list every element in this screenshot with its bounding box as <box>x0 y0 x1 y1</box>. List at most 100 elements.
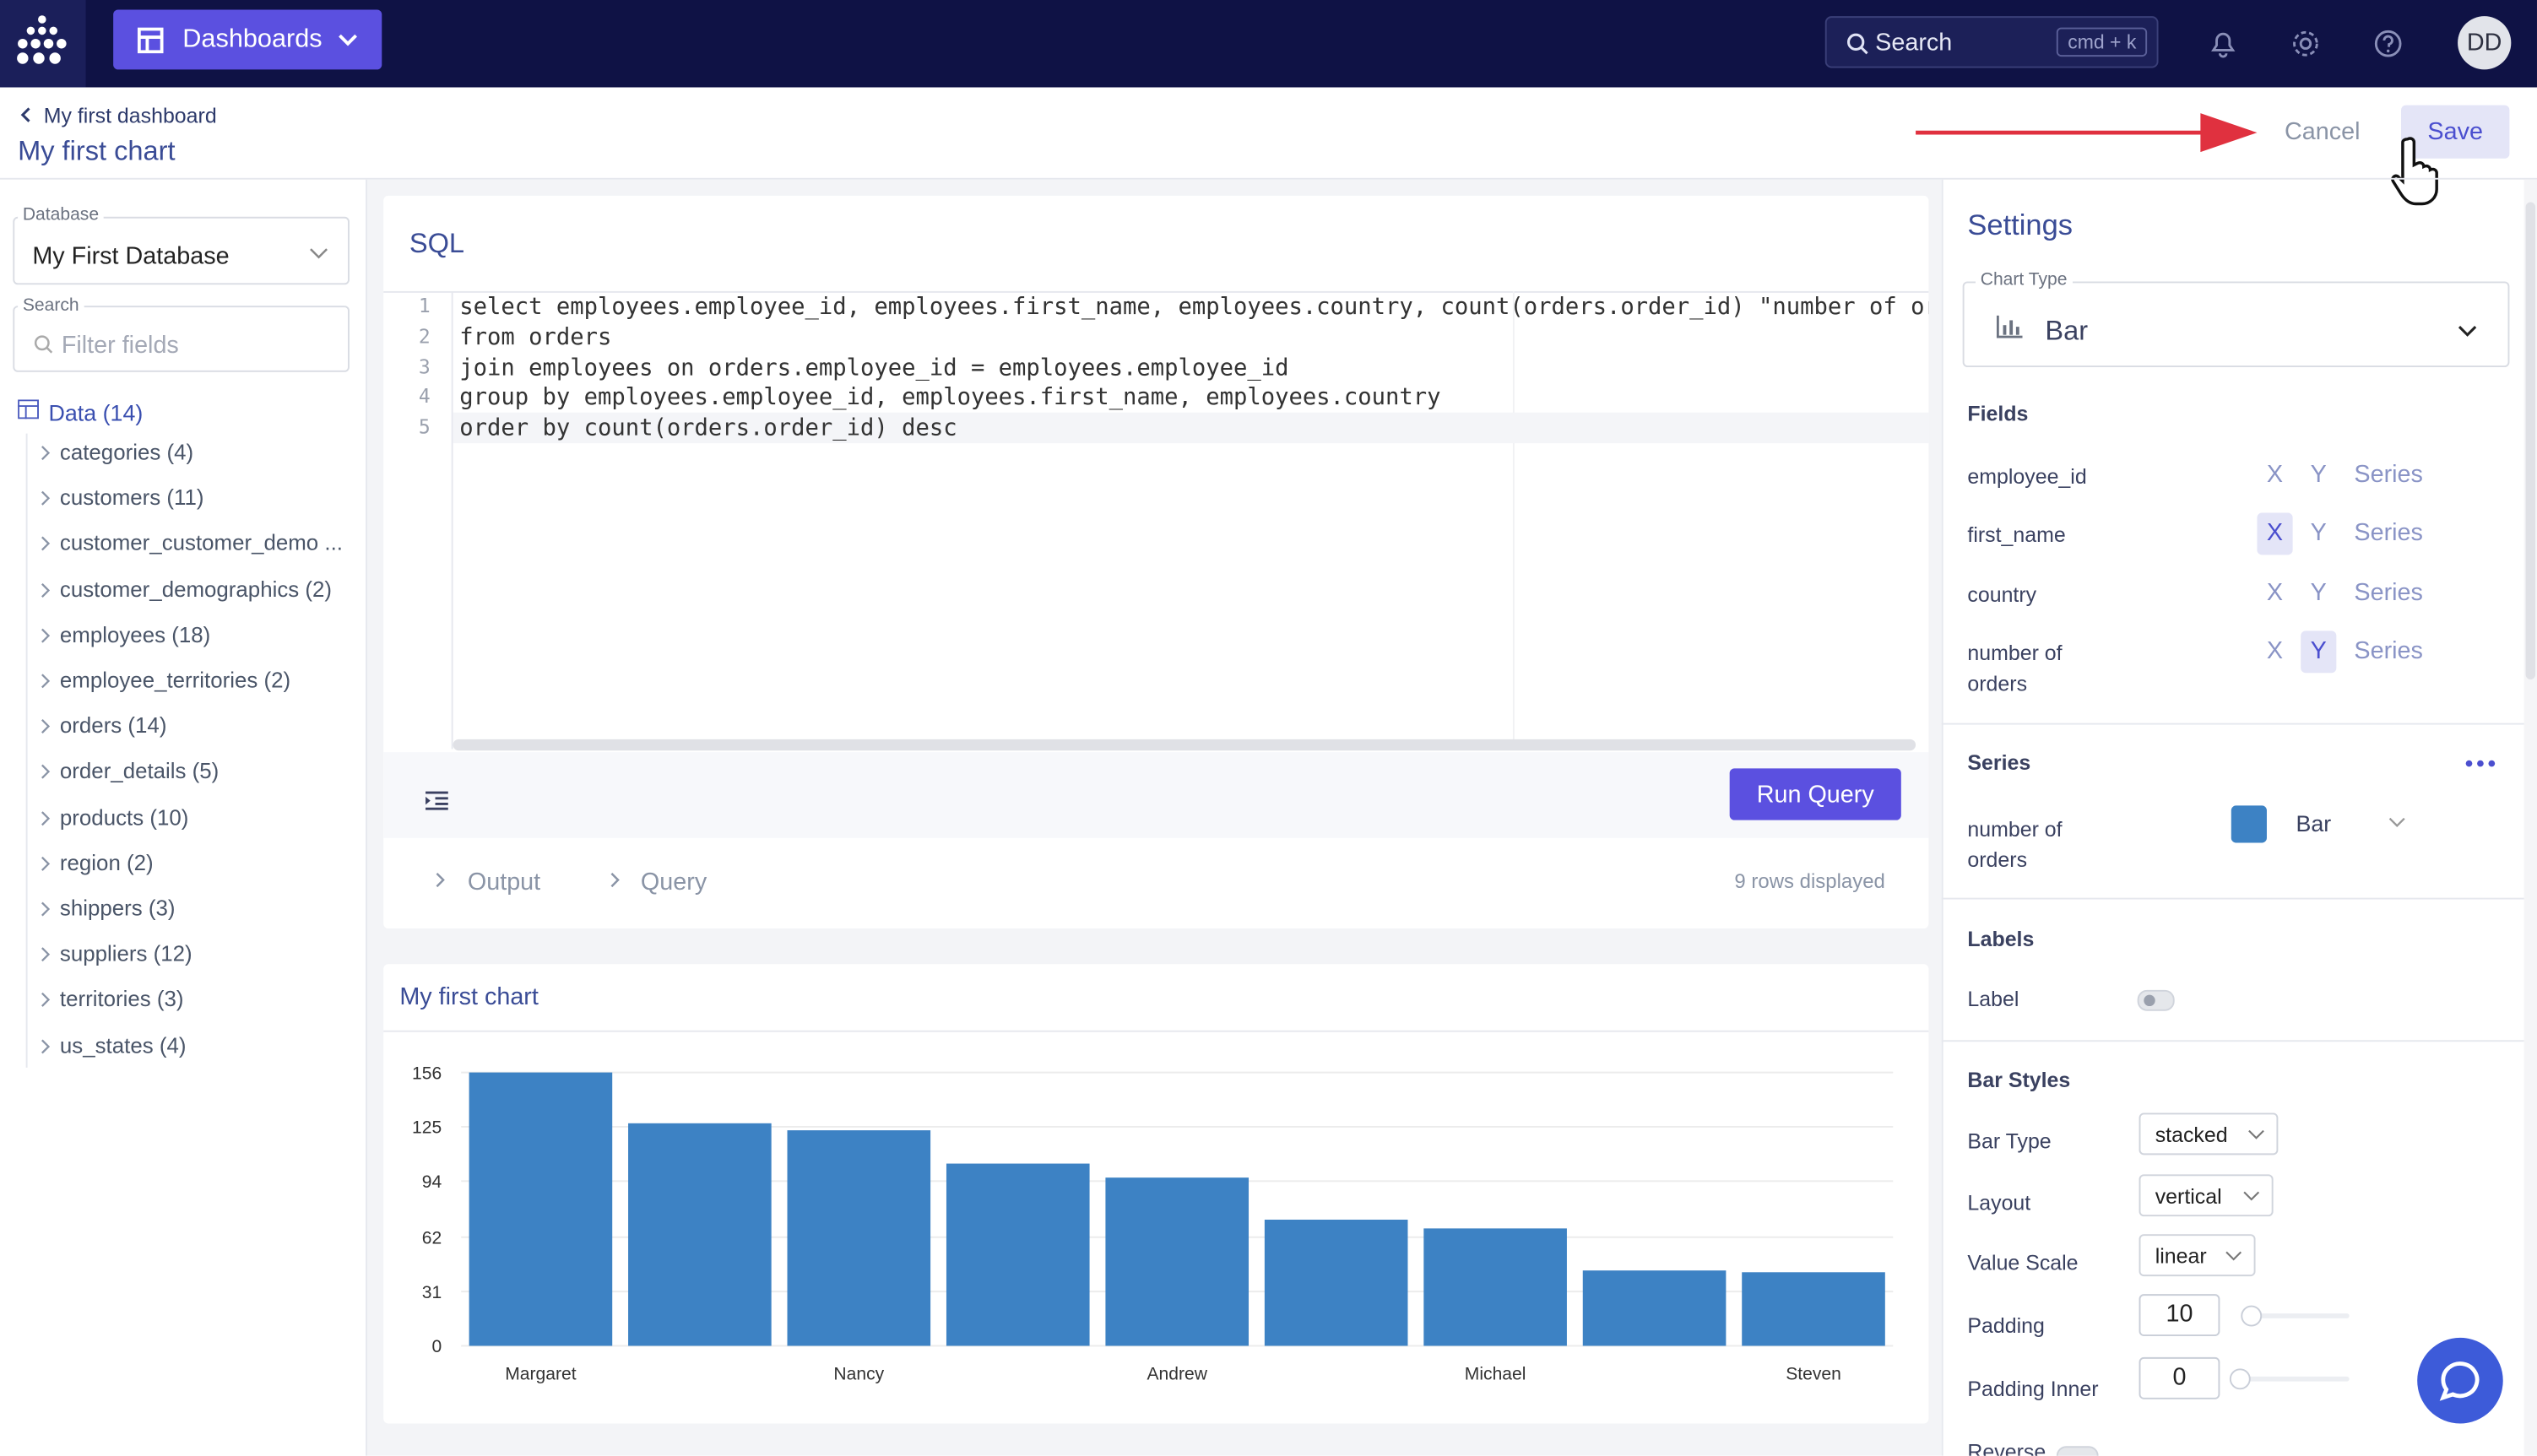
bar[interactable] <box>628 1123 772 1346</box>
table-item[interactable]: suppliers (12) <box>59 941 192 966</box>
y-toggle[interactable]: Y <box>2301 631 2337 674</box>
table-item[interactable]: customer_customer_demo ... <box>59 531 343 556</box>
chevron <box>41 947 51 962</box>
gutter-line <box>451 290 453 750</box>
breadcrumb[interactable]: My first dashboard <box>18 103 217 128</box>
chevron <box>2388 817 2405 827</box>
toggle[interactable] <box>2056 1446 2099 1456</box>
database-select[interactable]: My First Database <box>13 216 350 285</box>
chevron-path <box>2243 1191 2260 1201</box>
cancel-button[interactable]: Cancel <box>2285 117 2361 146</box>
search-box[interactable]: Search cmd + k <box>1824 16 2159 68</box>
bar[interactable] <box>946 1163 1090 1346</box>
slider-track[interactable] <box>2252 1313 2350 1318</box>
chevron-path <box>41 537 51 552</box>
table-item[interactable]: categories (4) <box>59 440 194 465</box>
line-number: 3 <box>418 355 431 378</box>
table-item[interactable]: employee_territories (2) <box>59 668 291 693</box>
number-input[interactable]: 10 <box>2139 1294 2220 1336</box>
bar[interactable] <box>1582 1270 1727 1346</box>
table-item[interactable]: products (10) <box>59 804 189 830</box>
style-select[interactable]: vertical <box>2139 1174 2274 1217</box>
query-tab[interactable]: Query <box>640 869 707 896</box>
settings-scroll-thumb[interactable] <box>2525 202 2536 679</box>
table-item[interactable]: employees (18) <box>59 622 211 647</box>
y-toggle[interactable]: Y <box>2310 579 2327 607</box>
table-item[interactable]: orders (14) <box>59 713 167 739</box>
editor-toolbar <box>383 752 1929 838</box>
x-toggle[interactable]: X <box>2266 461 2284 489</box>
line-number: 5 <box>418 415 431 439</box>
slider-thumb[interactable] <box>2229 1368 2251 1390</box>
table-item[interactable]: shippers (3) <box>59 896 176 921</box>
x-toggle[interactable]: X <box>2257 512 2293 555</box>
table-item[interactable]: region (2) <box>59 850 154 875</box>
y-tick-label: 94 <box>422 1172 442 1192</box>
chevron-path <box>41 628 51 643</box>
bar[interactable] <box>787 1130 931 1346</box>
avatar[interactable]: DD <box>2458 16 2512 70</box>
series-toggle[interactable]: Series <box>2354 461 2423 489</box>
slider-thumb[interactable] <box>2241 1305 2263 1327</box>
bar[interactable] <box>469 1072 613 1346</box>
chevron <box>2458 326 2477 337</box>
table-item[interactable]: order_details (5) <box>59 759 220 784</box>
table-item[interactable]: customers (11) <box>59 485 204 511</box>
series-type[interactable]: Bar <box>2296 810 2332 836</box>
dashboards-menu[interactable]: Dashboards <box>113 9 382 70</box>
y-toggle[interactable]: Y <box>2310 461 2327 489</box>
help-icon[interactable] <box>2372 28 2404 60</box>
series-toggle[interactable]: Series <box>2354 637 2423 665</box>
save-button[interactable]: Save <box>2401 105 2510 159</box>
x-toggle[interactable]: X <box>2266 579 2284 607</box>
series-toggle[interactable]: Series <box>2354 519 2423 547</box>
code-line: join employees on orders.employee_id = e… <box>459 355 1289 382</box>
style-select[interactable]: linear <box>2139 1234 2256 1277</box>
x-tick-label: Michael <box>1465 1365 1526 1384</box>
search-icon <box>34 335 53 354</box>
field-search[interactable]: Filter fields <box>13 306 350 372</box>
run-query-button[interactable]: Run Query <box>1729 768 1901 820</box>
series-color[interactable] <box>2231 805 2267 843</box>
chart-type-select[interactable]: Bar <box>1962 281 2510 368</box>
style-label: Padding <box>1967 1313 2045 1338</box>
format-icon[interactable] <box>426 791 448 810</box>
chat-button[interactable] <box>2417 1337 2503 1424</box>
chevron <box>2225 1251 2242 1261</box>
breadcrumb-text: My first dashboard <box>43 103 217 128</box>
chevron <box>41 628 51 643</box>
data-root[interactable]: Data (14) <box>48 399 144 426</box>
chevron <box>610 873 620 888</box>
y-toggle[interactable]: Y <box>2310 519 2327 547</box>
search-icon <box>1847 33 1868 55</box>
chart-type: Bar <box>2045 315 2089 347</box>
settings-title: Settings <box>1967 208 2074 241</box>
scrollbar[interactable] <box>453 739 1916 751</box>
style-label: Reverse <box>1967 1439 2046 1456</box>
label-toggle[interactable] <box>2137 989 2175 1011</box>
chevron-path <box>2225 1251 2242 1261</box>
chevron <box>41 993 51 1008</box>
style-select[interactable]: stacked <box>2139 1112 2279 1156</box>
table-item[interactable]: us_states (4) <box>59 1032 187 1058</box>
bar[interactable] <box>1423 1228 1567 1346</box>
shortcut: cmd + k <box>2056 27 2148 57</box>
logo[interactable] <box>0 0 86 88</box>
number-input[interactable]: 0 <box>2139 1356 2220 1399</box>
chart: 0 31 62 94 125 156 Margaret Nancy Andrew Michael S… <box>412 1064 1894 1384</box>
search-placeholder: Filter fields <box>61 331 179 360</box>
slider-track[interactable] <box>2241 1376 2350 1382</box>
chevron <box>41 1038 51 1053</box>
output-tab[interactable]: Output <box>467 869 541 896</box>
x-toggle[interactable]: X <box>2266 637 2284 665</box>
bell-icon[interactable] <box>2207 28 2239 60</box>
series-toggle[interactable]: Series <box>2354 579 2423 607</box>
more-icon[interactable] <box>2464 759 2496 768</box>
bar[interactable] <box>1264 1220 1408 1346</box>
table-item[interactable]: territories (3) <box>59 987 184 1012</box>
header-divider <box>0 177 2537 180</box>
bar[interactable] <box>1105 1177 1250 1346</box>
gear-icon[interactable] <box>2290 28 2322 60</box>
table-item[interactable]: customer_demographics (2) <box>59 576 333 602</box>
bar[interactable] <box>1742 1272 1885 1346</box>
